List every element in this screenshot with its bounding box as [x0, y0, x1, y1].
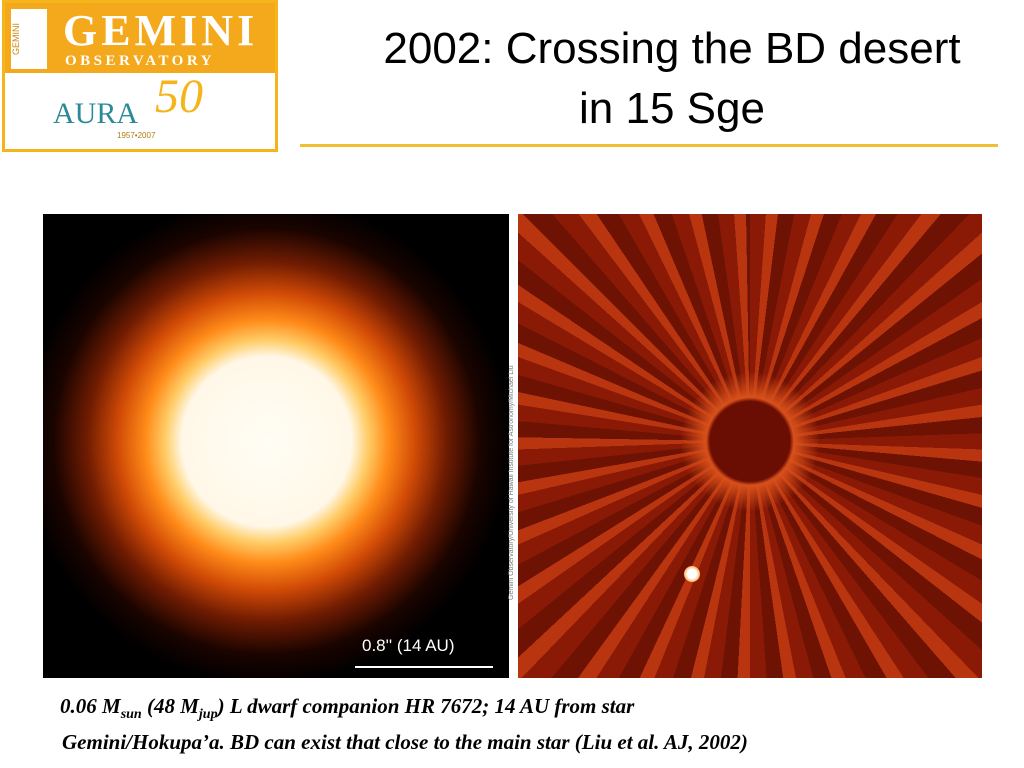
scale-bar: [355, 666, 493, 668]
caption-line: 0.06 Msun (48 Mjup) L dwarf companion HR…: [60, 694, 634, 723]
logo-banner: [5, 3, 275, 73]
caption-text: (48 M: [141, 694, 199, 718]
title-rule: [300, 144, 998, 147]
title: 2002: Crossing the BD desert: [383, 24, 961, 73]
caption-text: 0.06 M: [60, 694, 121, 718]
companion-image: [518, 214, 982, 678]
caption-text: ) L dwarf companion HR 7672; 14 AU from …: [217, 694, 635, 718]
image-credit: Gemini Observatory/University of Hawaii …: [508, 365, 515, 600]
title: in 15 Sge: [579, 84, 765, 133]
star-image: [43, 214, 509, 678]
companion-dot: [684, 566, 700, 582]
logo-years: 1957•2007: [117, 131, 156, 140]
logo: GEMINI GEMINI OBSERVATORY 50 AURA 1957•2…: [2, 0, 278, 152]
caption-subscript: sun: [120, 707, 142, 723]
logo-anniversary: 50: [155, 70, 203, 123]
logo-name: GEMINI: [63, 6, 259, 55]
logo-side: GEMINI: [11, 9, 47, 69]
scale-label: 0.8'' (14 AU): [362, 636, 455, 655]
logo-subtitle: OBSERVATORY: [65, 53, 215, 69]
caption-subscript: jup: [198, 707, 218, 723]
caption-line: Gemini/Hokupa’a. BD can exist that close…: [62, 730, 748, 754]
logo-partner: AURA: [53, 97, 139, 130]
